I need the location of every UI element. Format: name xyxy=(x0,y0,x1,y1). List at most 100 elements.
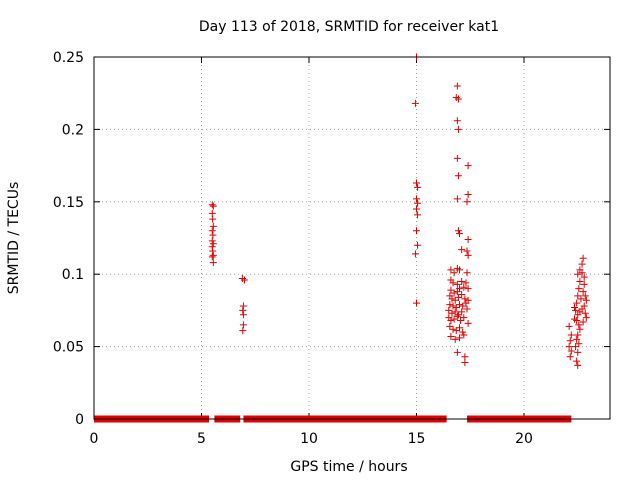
data-point xyxy=(580,273,588,281)
data-point xyxy=(462,299,470,307)
data-point xyxy=(209,231,217,239)
data-point xyxy=(446,322,454,330)
data-point xyxy=(454,293,462,301)
data-point xyxy=(574,292,582,300)
data-point xyxy=(464,235,472,243)
data-point xyxy=(414,211,422,219)
data-point xyxy=(574,348,582,356)
data-point xyxy=(566,337,574,345)
data-point xyxy=(573,357,581,365)
data-point xyxy=(239,302,247,310)
chart-title: Day 113 of 2018, SRMTID for receiver kat… xyxy=(199,19,499,35)
data-point xyxy=(577,295,585,303)
x-tick-label: 15 xyxy=(408,431,426,447)
data-point xyxy=(579,254,587,262)
data-point xyxy=(209,251,217,259)
data-point xyxy=(460,283,468,291)
data-point xyxy=(450,269,458,277)
data-point xyxy=(453,117,461,125)
data-point xyxy=(464,251,472,259)
data-point xyxy=(239,321,247,329)
data-point xyxy=(456,334,463,342)
data-point xyxy=(573,317,581,325)
data-point xyxy=(209,202,217,210)
data-point xyxy=(576,277,584,285)
data-point xyxy=(575,340,583,348)
data-point xyxy=(453,312,461,320)
data-point xyxy=(459,328,467,336)
data-point xyxy=(454,95,462,103)
data-point xyxy=(463,269,471,277)
y-tick-label: 0 xyxy=(75,412,84,428)
data-point xyxy=(461,359,469,367)
x-axis-label: GPS time / hours xyxy=(290,459,407,475)
x-tick-label: 20 xyxy=(515,431,533,447)
data-point xyxy=(239,306,247,314)
data-point xyxy=(449,325,457,333)
data-point xyxy=(456,285,463,293)
data-point xyxy=(453,195,461,203)
data-point xyxy=(447,286,455,294)
y-tick-label: 0.2 xyxy=(62,122,84,138)
data-point xyxy=(239,311,247,319)
data-point xyxy=(452,304,460,312)
y-tick-label: 0.1 xyxy=(62,267,84,283)
data-point xyxy=(239,327,247,335)
y-tick-label: 0.05 xyxy=(53,340,84,356)
data-point xyxy=(578,269,586,277)
data-point xyxy=(411,250,419,258)
data-point xyxy=(448,309,456,317)
data-point xyxy=(574,270,582,278)
data-point xyxy=(451,308,459,316)
data-point xyxy=(453,154,461,162)
data-point xyxy=(574,331,582,339)
data-point xyxy=(565,322,573,330)
data-point xyxy=(575,321,583,329)
data-point xyxy=(571,304,579,312)
data-point xyxy=(454,311,462,319)
data-point xyxy=(459,302,467,310)
data-point xyxy=(460,331,468,339)
data-point xyxy=(413,227,420,235)
data-point xyxy=(456,301,463,309)
data-point xyxy=(464,162,472,170)
data-point xyxy=(463,305,471,313)
data-point xyxy=(454,125,462,133)
data-point xyxy=(565,343,573,351)
x-tick-labels: 0 5 10 15 20 xyxy=(90,431,533,447)
data-point xyxy=(413,205,420,213)
y-tick-label: 0.25 xyxy=(53,50,84,66)
data-point xyxy=(458,308,466,316)
data-point xyxy=(209,222,217,230)
data-point xyxy=(573,299,581,307)
data-point xyxy=(453,82,461,90)
axis-ticks xyxy=(93,56,610,420)
data-point xyxy=(208,201,216,209)
data-point xyxy=(209,240,217,248)
data-point xyxy=(575,285,583,293)
data-point xyxy=(446,301,454,309)
data-point xyxy=(414,199,422,207)
data-points xyxy=(94,53,590,423)
data-point xyxy=(451,296,459,304)
data-point xyxy=(580,280,588,288)
data-point xyxy=(448,295,456,303)
data-point xyxy=(208,253,216,261)
data-point xyxy=(458,290,466,298)
data-point xyxy=(581,309,589,317)
plot-frame xyxy=(93,56,611,420)
data-point xyxy=(209,259,217,267)
data-point xyxy=(447,317,455,325)
data-point xyxy=(209,215,217,223)
data-point xyxy=(445,306,453,314)
data-point xyxy=(574,311,582,319)
y-axis-label: SRMTID / TECUs xyxy=(6,182,22,295)
data-point xyxy=(567,331,575,339)
data-point xyxy=(451,335,459,343)
data-point xyxy=(572,343,580,351)
data-point xyxy=(456,266,463,274)
data-point xyxy=(460,314,468,322)
data-point xyxy=(414,241,422,249)
data-point xyxy=(573,335,581,343)
